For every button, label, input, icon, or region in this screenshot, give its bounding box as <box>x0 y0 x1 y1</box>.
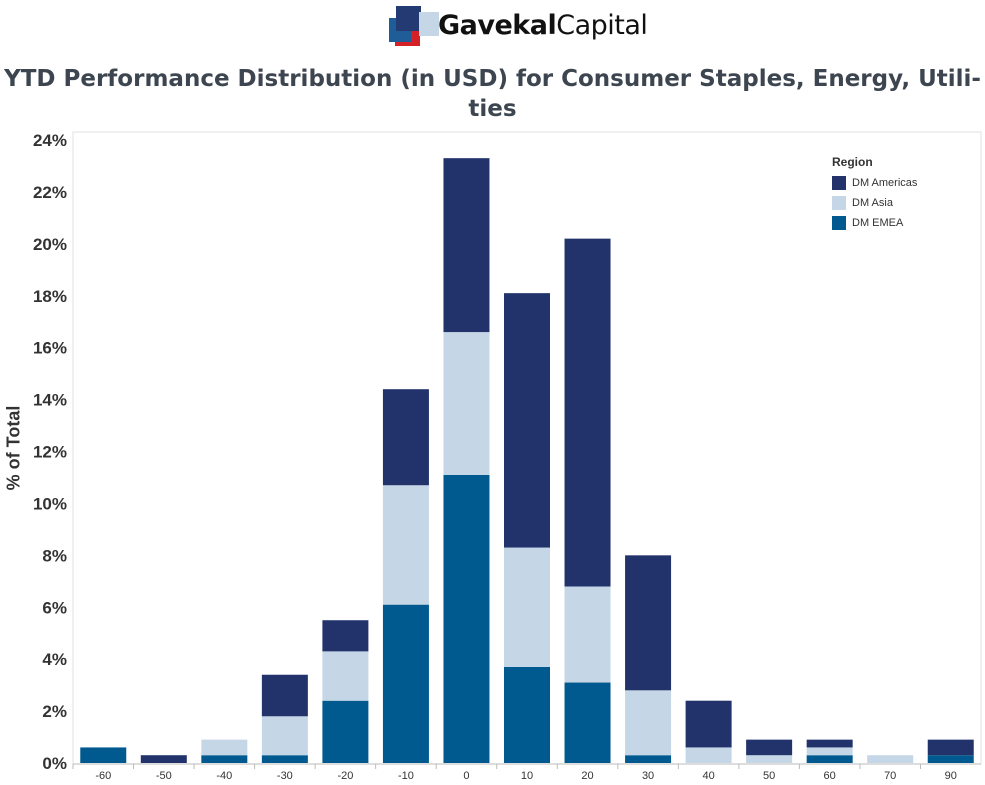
chart-title-line2: ties <box>468 96 517 122</box>
bar-segment <box>685 747 732 763</box>
y-axis: 0% 2% 4% 6% 8% 10% 12% 14% 16% 18% 20% 22% 24% <box>33 131 67 773</box>
bar-segment <box>806 739 853 748</box>
logo-wordmark: GavekalCapital <box>438 10 648 41</box>
bar-segment <box>261 716 308 756</box>
legend-title: Region <box>832 155 873 169</box>
y-tick-label: 18% <box>33 287 67 306</box>
bar-segment <box>685 700 732 748</box>
legend-label: DM Asia <box>852 197 893 209</box>
chart-title: YTD Performance Distribution (in USD) fo… <box>0 64 985 124</box>
y-tick-label: 24% <box>33 131 67 150</box>
legend-item: DM EMEA <box>832 213 917 233</box>
x-tick-label: 50 <box>763 770 775 782</box>
logo-wordmark-part2: Capital <box>556 10 648 41</box>
bar-segment <box>261 674 308 717</box>
bar-segment <box>746 755 793 763</box>
x-tick-label: -20 <box>337 770 353 782</box>
x-tick-label: 90 <box>945 770 957 782</box>
bar-segment <box>806 747 853 756</box>
bar-segment <box>201 755 248 763</box>
y-tick-label: 2% <box>42 702 67 721</box>
bar-segment <box>382 389 429 486</box>
legend-label: DM Americas <box>852 177 918 189</box>
bar-segment <box>625 755 672 763</box>
legend-items: DM Americas DM Asia DM EMEA <box>832 173 917 233</box>
bar-segment <box>927 755 974 763</box>
y-tick-label: 22% <box>33 183 67 202</box>
bar-segment <box>261 755 308 763</box>
chart-title-line1: YTD Performance Distribution (in USD) fo… <box>4 66 981 92</box>
x-tick-label: 40 <box>702 770 714 782</box>
bar-segment <box>504 666 550 763</box>
bar-segment <box>625 555 672 691</box>
legend-label: DM EMEA <box>852 217 904 229</box>
bar-segment <box>867 755 914 763</box>
bar-segment <box>322 700 369 763</box>
bar-segment <box>322 651 369 701</box>
bar-segment <box>564 682 611 763</box>
x-tick-label: -10 <box>398 770 414 782</box>
bar-segment <box>625 690 672 756</box>
bar-segment <box>504 547 550 667</box>
y-tick-label: 0% <box>42 754 67 773</box>
x-axis: -60 -50 -40 -30 -20 -10 0 10 20 30 40 50 60 70 90 <box>72 763 981 782</box>
y-tick-label: 16% <box>33 339 67 358</box>
bar-segment <box>564 238 611 587</box>
y-tick-label: 6% <box>42 598 67 617</box>
legend-swatch <box>832 196 846 210</box>
bar-segment <box>746 739 793 756</box>
logo-wordmark-part1: Gavekal <box>438 10 557 41</box>
bars <box>80 158 974 763</box>
bar-segment <box>504 293 550 548</box>
bar-segment <box>201 739 248 756</box>
x-tick-label: -50 <box>156 770 172 782</box>
x-tick-label: 10 <box>521 770 533 782</box>
x-tick-label: 30 <box>642 770 654 782</box>
bar-segment <box>564 586 611 683</box>
legend-item: DM Asia <box>832 193 917 213</box>
y-tick-label: 20% <box>33 235 67 254</box>
bar-segment <box>80 747 127 763</box>
bar-segment <box>382 485 429 605</box>
legend-item: DM Americas <box>832 173 917 193</box>
x-tick-label: 70 <box>884 770 896 782</box>
legend-swatch <box>832 176 846 190</box>
bar-segment <box>382 604 429 763</box>
y-tick-label: 14% <box>33 391 67 410</box>
bar-segment <box>927 739 974 756</box>
bar-segment <box>443 158 490 333</box>
bar-segment <box>322 620 369 652</box>
x-tick-label: -40 <box>216 770 232 782</box>
y-tick-label: 4% <box>42 650 67 669</box>
y-tick-label: 8% <box>42 546 67 565</box>
bar-segment <box>443 332 490 475</box>
legend-swatch <box>832 216 846 230</box>
legend: Region DM Americas DM Asia DM EMEA <box>832 155 917 233</box>
y-tick-label: 12% <box>33 443 67 462</box>
bar-segment <box>806 755 853 763</box>
x-tick-label: -30 <box>277 770 293 782</box>
y-tick-label: 10% <box>33 494 67 513</box>
x-tick-label: 0 <box>463 770 469 782</box>
x-tick-label: 20 <box>581 770 593 782</box>
x-tick-label: -60 <box>95 770 111 782</box>
bar-segment <box>140 755 187 763</box>
bar-segment <box>443 474 490 763</box>
x-tick-label: 60 <box>824 770 836 782</box>
gavekal-logo <box>389 6 439 46</box>
